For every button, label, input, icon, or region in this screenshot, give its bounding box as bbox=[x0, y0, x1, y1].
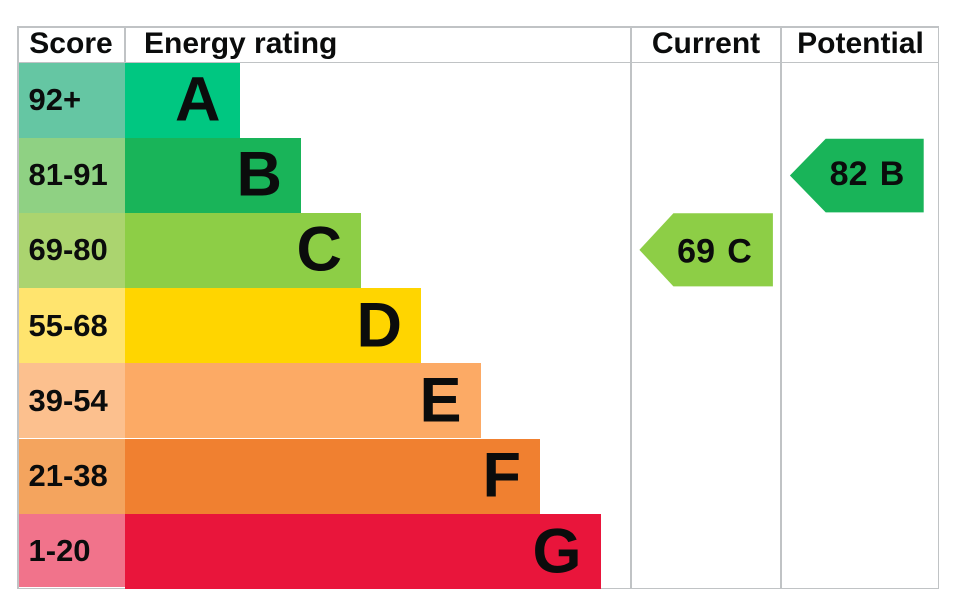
svg-text:69 C: 69 C bbox=[677, 233, 752, 271]
svg-text:82 B: 82 B bbox=[830, 155, 905, 193]
